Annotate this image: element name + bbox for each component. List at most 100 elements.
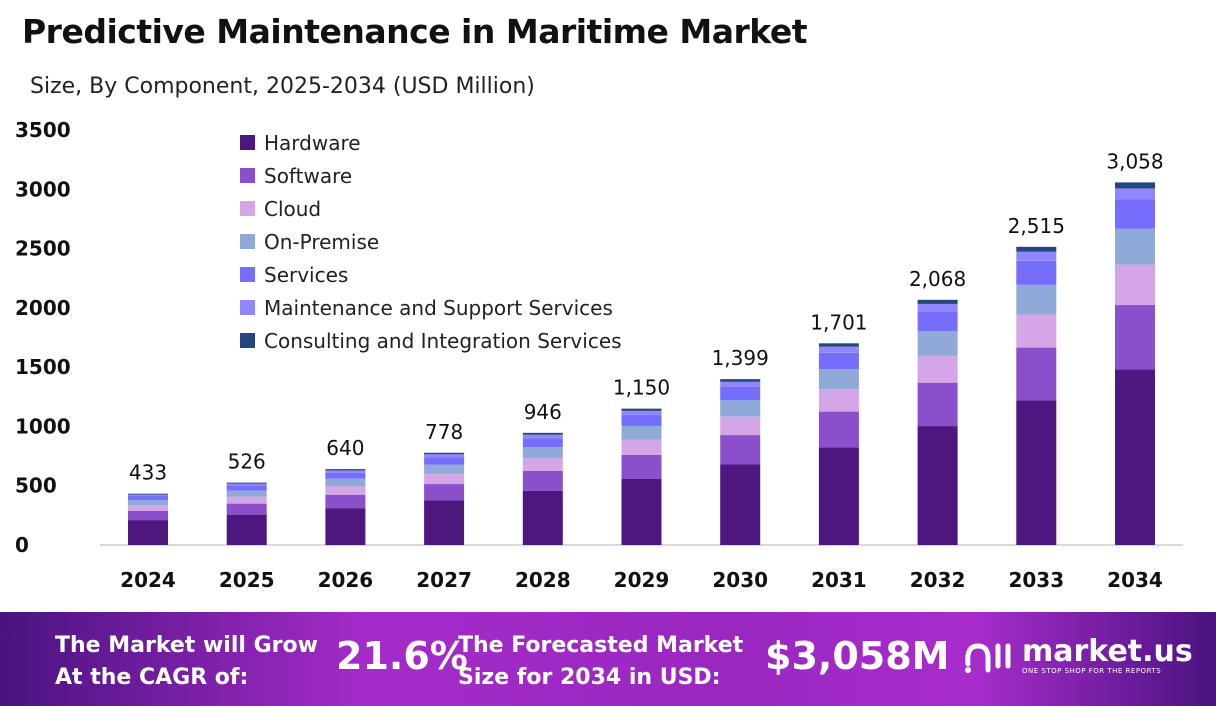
bar-segment-cloud-2030 — [720, 416, 761, 436]
bar-segment-maintenance-and-support-services-2033 — [1016, 251, 1057, 261]
bar-segment-on-premise-2026 — [325, 478, 366, 487]
bar-segment-hardware-2033 — [1016, 400, 1057, 545]
bar-segment-software-2025 — [226, 503, 267, 515]
legend-item: Hardware — [240, 126, 622, 159]
total-label-2030: 1,399 — [712, 346, 769, 370]
bar-segment-consulting-and-integration-services-2032 — [917, 299, 958, 304]
x-tick-label: 2034 — [1107, 568, 1163, 592]
bar-segment-services-2034 — [1115, 199, 1155, 229]
legend-item: Consulting and Integration Services — [240, 324, 622, 357]
logo-icon — [965, 643, 1011, 673]
bar-segment-software-2033 — [1016, 347, 1057, 401]
bar-segment-on-premise-2024 — [128, 500, 168, 506]
bar-segment-cloud-2031 — [818, 389, 859, 412]
bar-segment-services-2026 — [325, 472, 366, 479]
y-tick-label: 2500 — [15, 237, 71, 261]
chart-title: Predictive Maintenance in Maritime Marke… — [22, 12, 808, 51]
bar-segment-cloud-2024 — [128, 505, 168, 511]
y-tick-label: 1500 — [15, 355, 71, 379]
legend-swatch — [240, 168, 255, 183]
bar-segment-on-premise-2032 — [917, 331, 958, 356]
bar-segment-software-2027 — [424, 484, 465, 501]
bar-segment-maintenance-and-support-services-2024 — [128, 494, 168, 497]
bar-segment-cloud-2029 — [621, 439, 662, 455]
y-tick-label: 0 — [15, 533, 29, 557]
x-tick-label: 2032 — [910, 568, 966, 592]
y-tick-label: 3500 — [15, 118, 71, 142]
bar-segment-consulting-and-integration-services-2031 — [818, 343, 859, 347]
total-label-2026: 640 — [326, 436, 364, 460]
total-label-2027: 778 — [425, 420, 463, 444]
cagr-label: The Market will Grow At the CAGR of: — [55, 630, 318, 694]
legend-item: Maintenance and Support Services — [240, 291, 622, 324]
stacked-bar-chart: 0 500 1000 1500 2000 2500 3000 3500 433 2024 526 20… — [15, 118, 1183, 592]
bar-segment-software-2024 — [128, 510, 168, 521]
market-size-label: The Forecasted Market Size for 2034 in US… — [458, 630, 743, 694]
logo-text: market.us — [1022, 634, 1193, 669]
bar-segment-consulting-and-integration-services-2025 — [226, 482, 267, 484]
legend-item: Services — [240, 258, 622, 291]
x-tick-label: 2029 — [614, 568, 670, 592]
legend-item: Software — [240, 159, 622, 192]
legend-label: Maintenance and Support Services — [264, 295, 613, 320]
bar-segment-cloud-2033 — [1016, 314, 1057, 348]
bar-segment-cloud-2032 — [917, 355, 958, 383]
x-tick-label: 2033 — [1008, 568, 1064, 592]
bar-segment-services-2032 — [917, 311, 958, 332]
bar-segment-software-2029 — [621, 454, 662, 479]
cagr-label-line1: The Market will Grow — [55, 633, 318, 658]
bar-segment-on-premise-2029 — [621, 425, 662, 440]
bar-segment-software-2034 — [1115, 305, 1155, 370]
bar-segment-on-premise-2030 — [720, 400, 761, 417]
legend-item: On-Premise — [240, 225, 622, 258]
bar-segment-software-2031 — [818, 411, 859, 448]
total-label-2032: 2,068 — [909, 267, 966, 291]
bar-segment-on-premise-2031 — [818, 369, 859, 390]
bar-segment-maintenance-and-support-services-2030 — [720, 381, 761, 387]
legend-label: Hardware — [264, 130, 361, 155]
bar-segment-hardware-2034 — [1115, 369, 1155, 545]
y-tick-label: 2000 — [15, 296, 71, 320]
logo-tagline: ONE STOP SHOP FOR THE REPORTS — [1022, 667, 1162, 675]
bar-segment-cloud-2027 — [424, 473, 465, 485]
bar-segment-software-2030 — [720, 435, 761, 465]
bar-segment-services-2029 — [621, 415, 662, 426]
bar-segment-services-2024 — [128, 496, 168, 501]
bar-segment-consulting-and-integration-services-2029 — [621, 408, 662, 411]
bar-segment-maintenance-and-support-services-2027 — [424, 454, 465, 458]
legend-label: Services — [264, 262, 349, 287]
legend-swatch — [240, 234, 255, 249]
bar-segment-services-2028 — [522, 438, 563, 448]
legend: Hardware Software Cloud On-Premise Services M… — [240, 126, 622, 357]
bar-segment-consulting-and-integration-services-2030 — [720, 379, 761, 382]
total-label-2034: 3,058 — [1106, 149, 1163, 173]
x-tick-label: 2025 — [219, 568, 275, 592]
bar-segment-consulting-and-integration-services-2033 — [1016, 246, 1057, 252]
bar-segment-services-2031 — [818, 352, 859, 370]
bar-segment-hardware-2027 — [424, 500, 465, 545]
bar-segment-services-2030 — [720, 386, 761, 401]
bar-segment-consulting-and-integration-services-2034 — [1115, 182, 1155, 189]
bar-segment-cloud-2025 — [226, 496, 267, 504]
x-tick-label: 2024 — [120, 568, 176, 592]
x-tick-label: 2027 — [416, 568, 472, 592]
total-label-2025: 526 — [228, 450, 266, 474]
bar-segment-maintenance-and-support-services-2028 — [522, 434, 563, 439]
legend-label: Consulting and Integration Services — [264, 328, 622, 353]
bar-segment-maintenance-and-support-services-2029 — [621, 410, 662, 416]
size-label-line1: The Forecasted Market — [458, 633, 744, 658]
bar-segment-hardware-2031 — [818, 447, 859, 545]
y-tick-label: 500 — [15, 474, 57, 498]
bar-segment-hardware-2030 — [720, 464, 761, 545]
legend-label: Software — [264, 163, 353, 188]
footer-banner: The Market will Grow At the CAGR of: 21.6… — [0, 612, 1216, 706]
bar-segment-cloud-2028 — [522, 458, 563, 471]
size-label-line2: Size for 2034 in USD: — [458, 665, 721, 690]
bar-segment-hardware-2028 — [522, 490, 563, 545]
bar-segment-consulting-and-integration-services-2028 — [522, 432, 563, 435]
bar-segment-on-premise-2027 — [424, 464, 465, 474]
bar-segment-maintenance-and-support-services-2032 — [917, 303, 958, 312]
bar-segment-on-premise-2028 — [522, 447, 563, 459]
cagr-value: 21.6% — [336, 634, 468, 678]
bar-segment-software-2032 — [917, 382, 958, 427]
